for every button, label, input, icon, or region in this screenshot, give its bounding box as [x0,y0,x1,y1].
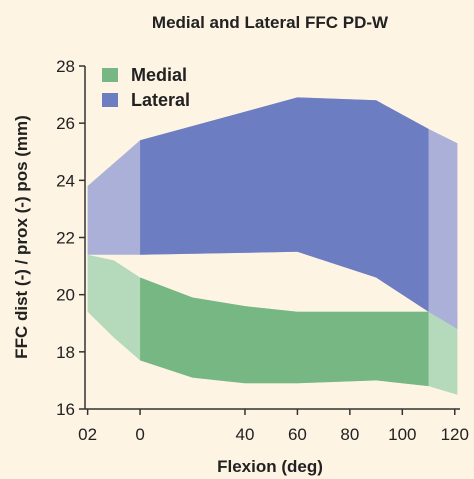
y-ticks: 16 18 20 22 24 26 28 [56,57,85,419]
y-tick-label: 20 [56,286,75,305]
legend: Medial Lateral [102,65,190,110]
x-tick-label: 60 [288,425,307,444]
legend-swatch-medial [102,68,118,82]
x-ticks: 02 0 40 60 80 100 120 [78,409,469,444]
x-tick-label: 02 [78,425,97,444]
y-tick-label: 22 [56,229,75,248]
plot-areas [87,97,458,395]
x-tick-label: 100 [388,425,416,444]
y-tick-label: 18 [56,343,75,362]
y-tick-label: 24 [56,171,75,190]
legend-label-medial: Medial [131,65,187,85]
x-tick-label: 120 [441,425,469,444]
chart-title: Medial and Lateral FFC PD-W [152,13,389,32]
legend-swatch-lateral [102,93,118,107]
y-axis-label: FFC dist (-) / prox (-) pos (mm) [12,115,31,359]
y-tick-label: 26 [56,114,75,133]
lateral-band-highlight [140,97,429,312]
x-tick-label: 0 [135,425,144,444]
medial-band-highlight [140,277,429,387]
y-tick-label: 28 [56,57,75,76]
x-tick-label: 80 [340,425,359,444]
legend-label-lateral: Lateral [131,90,190,110]
x-tick-label: 40 [236,425,255,444]
x-axis-label: Flexion (deg) [217,457,323,476]
y-tick-label: 16 [56,400,75,419]
